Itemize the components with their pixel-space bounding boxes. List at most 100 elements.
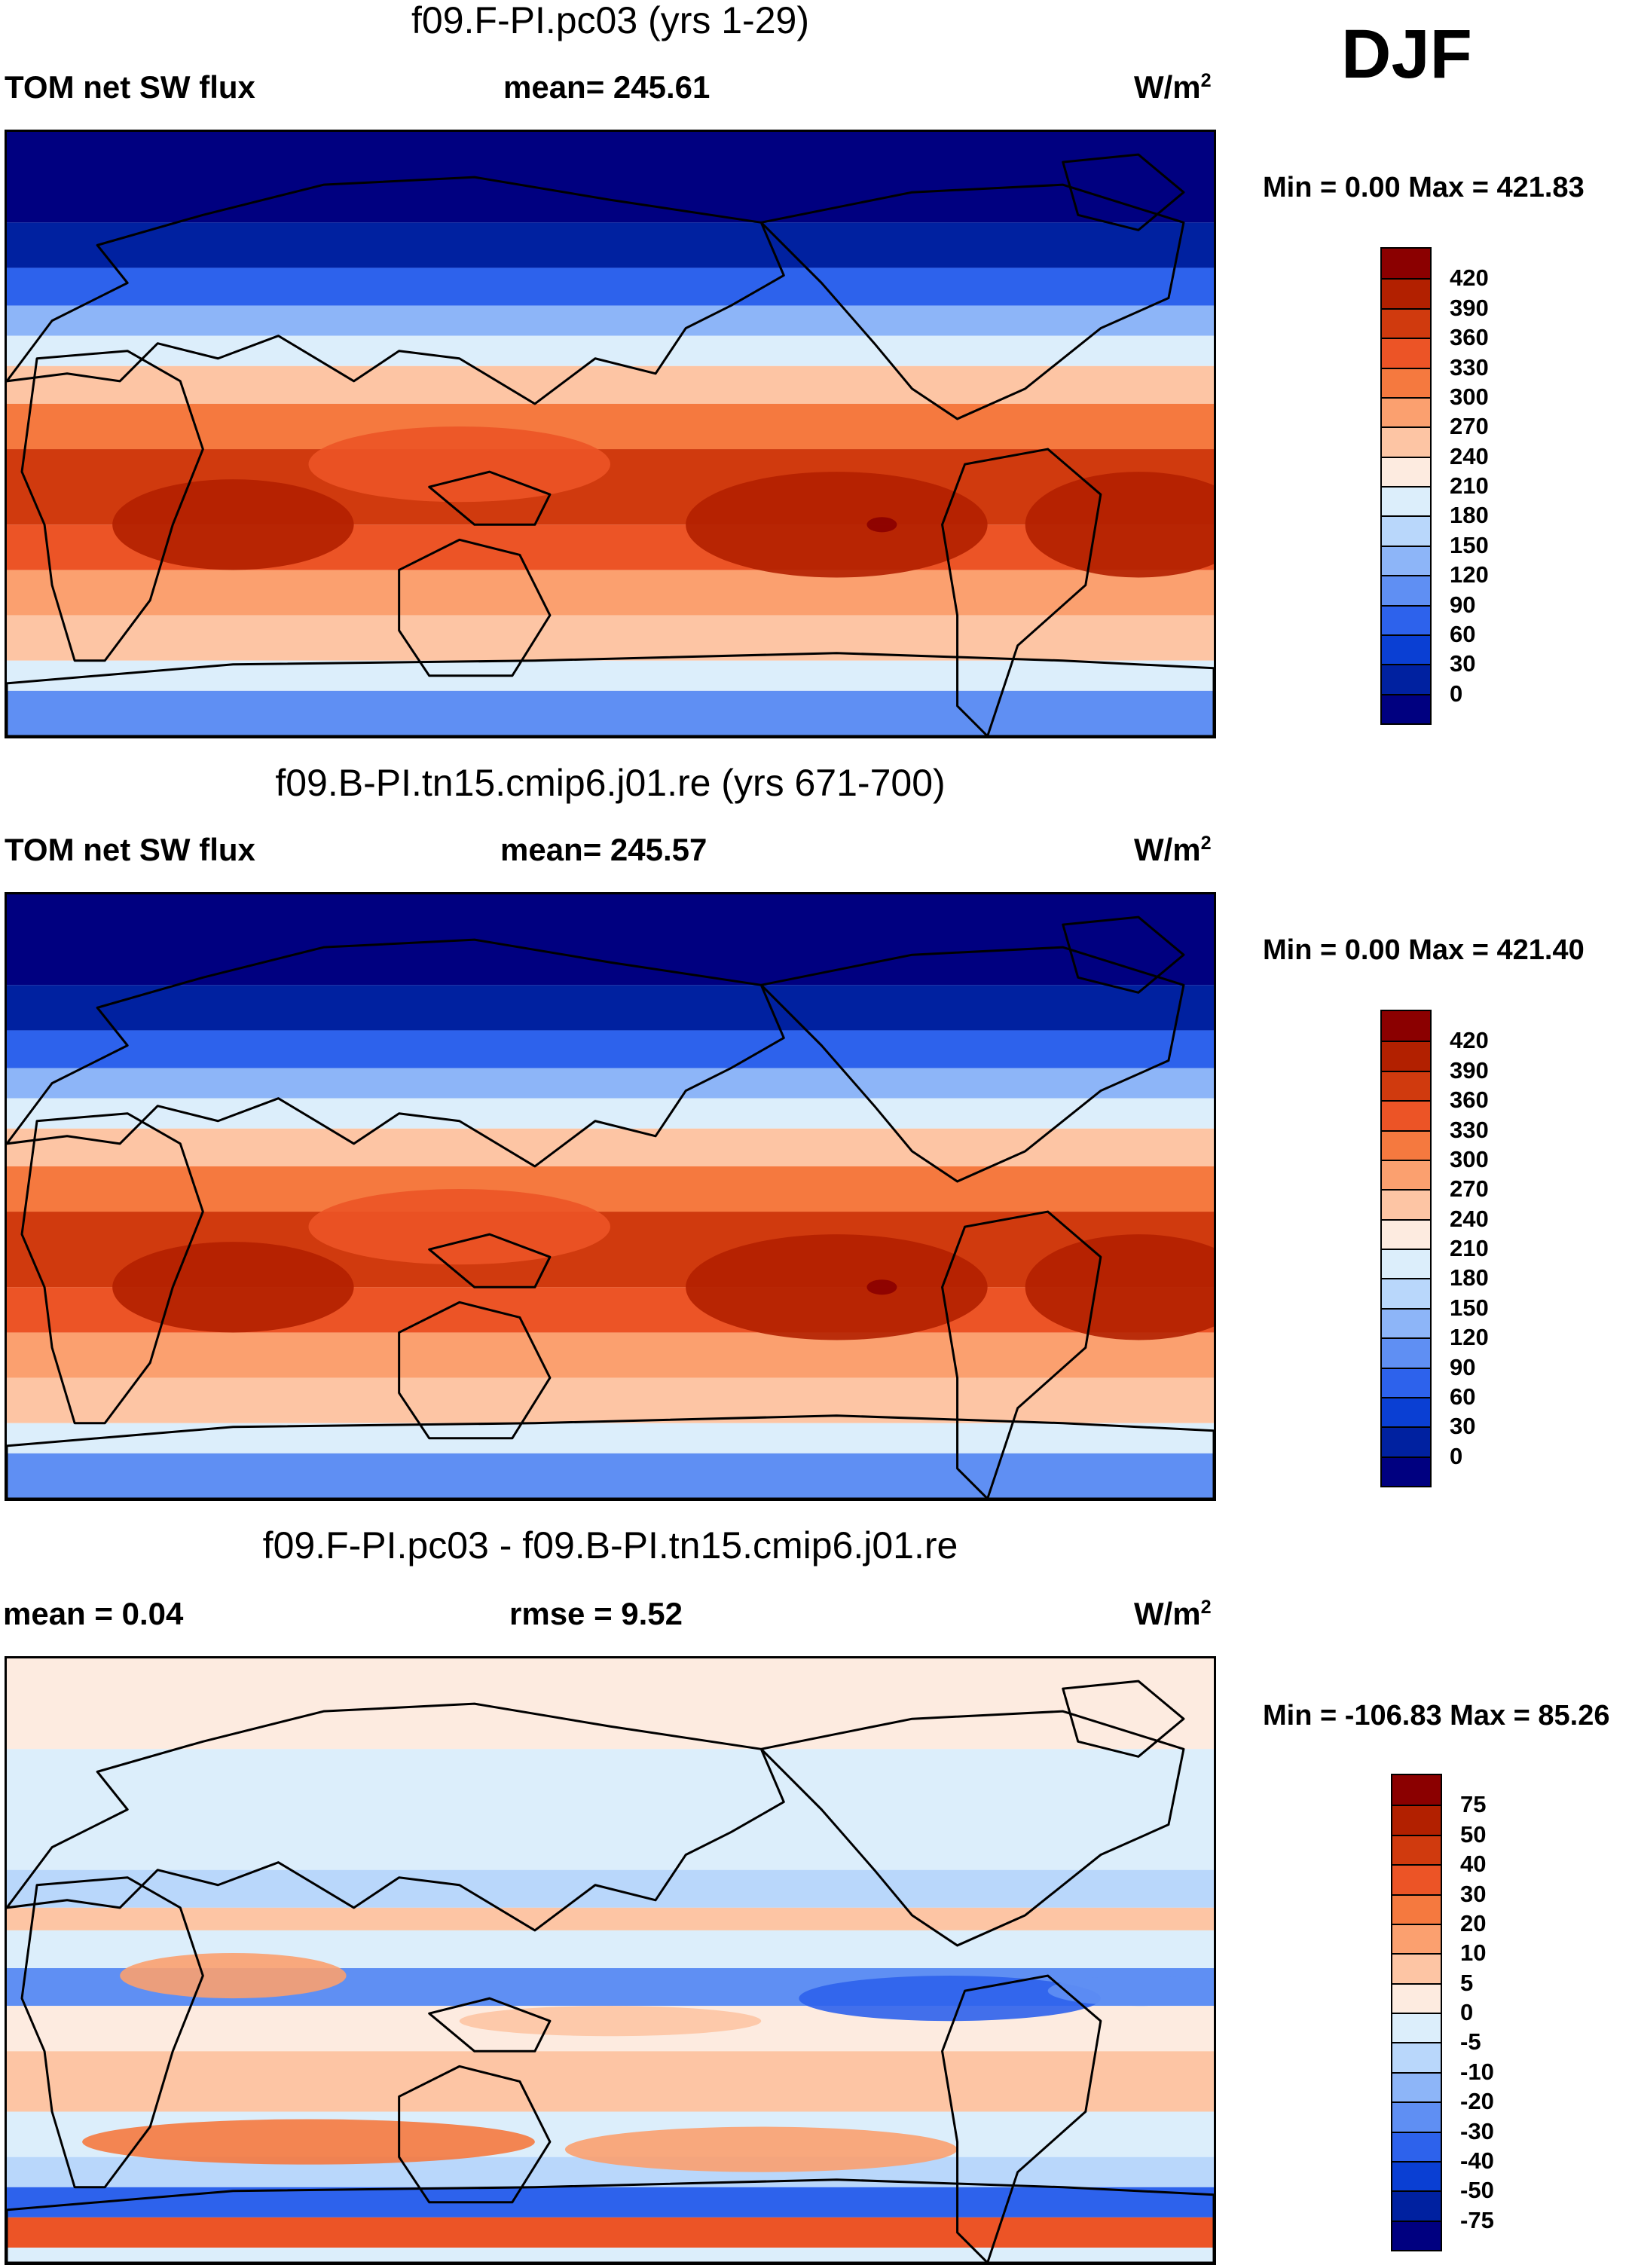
colorbar-cell [1392,2190,1441,2221]
colorbar-tick-label: 20 [1460,1909,1487,1936]
coastline [7,652,1214,736]
colorbar-tick-label: 60 [1450,620,1476,647]
field-feature [799,1976,1101,2022]
coastline [7,1414,1214,1499]
field-band [7,267,1214,306]
colorbar-cell [1382,1337,1430,1368]
colorbar-cell [1382,664,1430,694]
colorbar-cell [1392,2220,1441,2250]
panel-3-map [5,1656,1216,2265]
colorbar-tick-label: 60 [1450,1383,1476,1410]
colorbar-cell [1382,575,1430,605]
colorbar-tick-label: 240 [1450,442,1489,469]
field-feature [459,2006,762,2037]
field-band [7,132,1214,223]
colorbar-tick-label: 330 [1450,353,1489,381]
colorbar-cell [1392,1894,1441,1924]
colorbar-tick-label: 300 [1450,1145,1489,1172]
colorbar-cell [1392,2131,1441,2161]
colorbar-cell [1382,278,1430,308]
map-field [7,1658,1214,2263]
colorbar-cell [1382,634,1430,665]
coastline [428,470,552,526]
panel-2-mean-label: mean= 245.57 [500,832,707,867]
colorbar-cell [1382,456,1430,486]
colorbar-tick-label: 270 [1450,413,1489,440]
colorbar-cell [1392,2013,1441,2043]
panel-2-colorbar [1380,1010,1432,1487]
colorbar-cell [1382,1456,1430,1486]
colorbar-cell [1382,1218,1430,1249]
coastline [941,1210,1102,1499]
colorbar-tick-label: 30 [1450,1413,1476,1440]
colorbar-cell [1382,604,1430,634]
field-band [7,1166,1214,1212]
field-band [7,365,1214,404]
colorbar-cell [1392,1923,1441,1954]
panel-1-colorbar [1380,247,1432,725]
field-band [7,1128,1214,1166]
coastline [759,183,1185,420]
field-feature [686,1234,988,1340]
colorbar-cell [1392,1864,1441,1894]
field-band [7,1453,1214,1499]
colorbar-tick-label: 90 [1450,591,1476,618]
coastline [398,2065,552,2204]
field-band [7,1098,1214,1129]
colorbar-tick-label: 5 [1460,1969,1474,1996]
colorbar-cell [1382,1189,1430,1219]
panel-2-left-label: TOM net SW flux [5,832,255,867]
colorbar-cell [1382,486,1430,516]
colorbar-cell [1382,1426,1430,1456]
colorbar-cell [1382,1249,1430,1279]
coastline [7,938,785,1168]
colorbar-cell [1382,249,1430,279]
colorbar-tick-label: 150 [1450,1294,1489,1321]
coastline [20,350,204,662]
colorbar-cell [1382,1100,1430,1130]
field-band [7,1907,1214,1930]
coastline [7,2178,1214,2263]
field-feature [82,2119,535,2165]
colorbar-cell [1382,1278,1430,1308]
panel-2-minmax: Min = 0.00 Max = 421.40 [1263,934,1585,966]
colorbar-tick-label: 390 [1450,294,1489,321]
panel-3-title: f09.F-PI.pc03 - f09.B-PI.tn15.cmip6.j01.… [262,1524,958,1567]
colorbar-cell [1382,693,1430,723]
colorbar-cell [1392,2101,1441,2132]
panel-1-left-label: TOM net SW flux [5,69,255,105]
colorbar-tick-label: 270 [1450,1175,1489,1203]
colorbar-tick-label: 180 [1450,502,1489,529]
colorbar-tick-label: -20 [1460,2088,1494,2115]
field-band [7,222,1214,268]
panel-3-units: W/m2 [1134,1596,1212,1631]
field-feature [866,1279,897,1295]
colorbar-cell [1382,1159,1430,1190]
colorbar-tick-label: -10 [1460,2058,1494,2085]
colorbar-tick-label: 420 [1450,1027,1489,1054]
coastline [941,1974,1102,2263]
colorbar-cell [1392,1953,1441,1983]
colorbar-cell [1382,545,1430,576]
colorbar-cell [1382,367,1430,397]
field-feature [112,1242,354,1333]
coastline [20,1112,204,1425]
colorbar-tick-label: 30 [1450,650,1476,677]
field-feature [1025,1234,1214,1340]
colorbar-tick-label: 390 [1450,1056,1489,1084]
coastline [398,538,552,677]
field-band [7,570,1214,616]
field-band [7,1749,1214,1870]
colorbar-cell [1382,396,1430,427]
field-band [7,985,1214,1031]
colorbar-cell [1392,1775,1441,1805]
colorbar-tick-label: -75 [1460,2206,1494,2233]
map-field [7,132,1214,736]
colorbar-tick-label: 120 [1450,1324,1489,1351]
colorbar-cell [1392,1834,1441,1865]
colorbar-cell [1382,515,1430,546]
coastline [428,1997,552,2053]
field-band [7,2247,1214,2263]
colorbar-tick-label: 30 [1460,1880,1487,1907]
panel-2-title: f09.B-PI.tn15.cmip6.j01.re (yrs 671-700) [275,762,946,804]
